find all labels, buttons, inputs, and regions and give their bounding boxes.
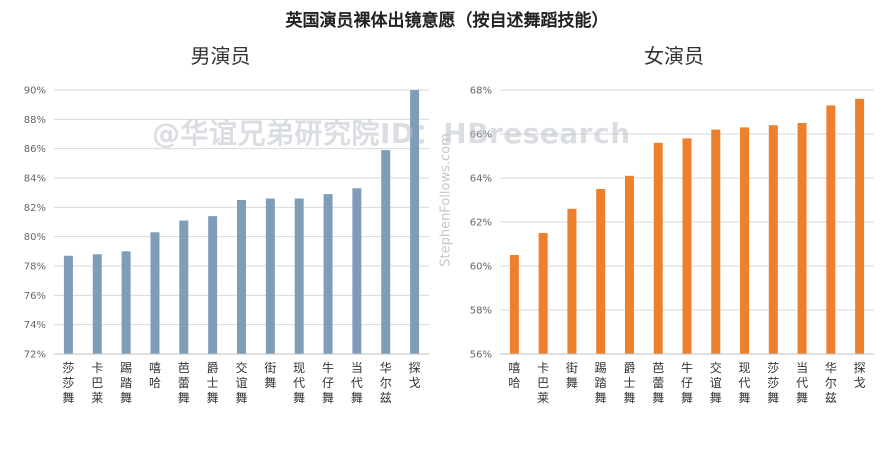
female-y-tick-label: 60% (470, 262, 492, 273)
male-category-label: 卡巴莱 (91, 361, 103, 405)
female-category-label: 爵士舞 (623, 361, 635, 405)
female-bar (855, 98, 865, 354)
male-category-label: 嘻哈 (149, 361, 161, 390)
male-y-tick-label: 84% (24, 174, 46, 185)
male-bar (121, 251, 131, 354)
male-y-tick-label: 86% (24, 144, 46, 155)
male-y-tick-label: 78% (24, 262, 46, 273)
female-bar (567, 208, 577, 354)
female-bar (711, 129, 721, 354)
female-bar (653, 142, 663, 354)
male-y-tick-label: 76% (24, 291, 46, 302)
female-chart-title: 女演员 (644, 44, 704, 68)
female-bar (826, 105, 836, 355)
female-category-label: 嘻哈 (508, 361, 520, 390)
female-category-label: 踢踏舞 (595, 361, 607, 405)
male-bar (179, 220, 189, 354)
male-category-label: 芭蕾舞 (178, 361, 190, 405)
female-category-label: 莎莎舞 (767, 361, 779, 405)
male-category-label: 莎莎舞 (62, 361, 74, 405)
female-bar (797, 123, 807, 354)
female-category-label: 交谊舞 (710, 360, 722, 405)
female-y-tick-label: 64% (470, 174, 492, 185)
watermark-vertical-text: StephenFollows.com (438, 133, 454, 267)
male-bar (381, 150, 391, 354)
male-bar (294, 198, 304, 354)
female-bar (740, 127, 750, 355)
female-category-label: 现代舞 (739, 361, 751, 405)
male-y-tick-label: 88% (24, 115, 46, 126)
male-bar (352, 188, 362, 354)
male-category-label: 街舞 (264, 361, 276, 390)
female-chart: 56% 58% 60% 62% 64% 66% 68% 嘻哈 卡巴莱 街舞 踢踏舞 爵士舞 芭蕾舞 牛仔舞… (470, 86, 874, 405)
female-chart-panel: 女演员 56% 58% 60% 62% 64% 66% 68% 嘻哈 卡巴莱 街舞 踢踏舞 爵士舞 芭蕾… (458, 40, 890, 460)
watermark-text: @华谊兄弟研究院ID：HBresearch (152, 117, 631, 150)
female-category-label: 当代舞 (796, 361, 808, 405)
male-category-label: 爵士舞 (207, 361, 219, 405)
female-bar (682, 138, 692, 354)
male-category-label: 现代舞 (293, 361, 305, 405)
female-y-tick-label: 68% (470, 86, 492, 97)
male-bar (92, 254, 102, 354)
male-bar (265, 198, 275, 354)
female-category-label: 芭蕾舞 (652, 361, 664, 405)
male-chart-title: 男演员 (190, 44, 251, 68)
male-y-tick-label: 74% (24, 320, 46, 331)
female-y-tick-label: 62% (470, 218, 492, 229)
male-category-label: 牛仔舞 (322, 360, 334, 405)
male-category-label: 当代舞 (351, 361, 363, 405)
male-y-tick-label: 90% (24, 86, 46, 97)
male-chart-panel: 男演员 72% 74% 76% 78% 80% 82% 84% 86% 88% 90% 莎莎舞 卡巴莱… (8, 40, 433, 460)
female-y-tick-label: 58% (470, 306, 492, 317)
male-chart: 72% 74% 76% 78% 80% 82% 84% 86% 88% 90% 莎莎舞 卡巴莱 踢踏舞 嘻… (24, 86, 429, 405)
female-category-label: 街舞 (566, 361, 578, 390)
male-category-label: 探戈 (409, 361, 421, 390)
male-y-tick-label: 82% (24, 203, 46, 214)
female-category-label: 牛仔舞 (681, 360, 693, 405)
female-bar (509, 255, 519, 354)
male-bar (208, 216, 218, 354)
male-bar (150, 232, 160, 354)
page-title: 英国演员裸体出镜意愿（按自述舞蹈技能） (285, 11, 609, 31)
male-y-tick-label: 72% (24, 350, 46, 361)
male-category-label: 华尔兹 (380, 361, 392, 405)
male-category-label: 踢踏舞 (120, 361, 132, 405)
male-y-tick-label: 80% (24, 232, 46, 243)
female-y-tick-label: 66% (470, 130, 492, 141)
female-bar (596, 189, 606, 354)
female-y-tick-label: 56% (470, 350, 492, 361)
female-bar (624, 175, 634, 354)
female-category-label: 华尔兹 (825, 361, 837, 405)
male-category-label: 交谊舞 (235, 360, 247, 405)
female-category-label: 卡巴莱 (537, 361, 549, 405)
female-bar (768, 125, 778, 354)
male-bar (323, 194, 333, 354)
male-bar (63, 255, 73, 354)
male-bar (237, 200, 246, 354)
male-bar (410, 90, 420, 354)
female-category-label: 探戈 (854, 361, 866, 390)
female-bar (538, 233, 548, 354)
